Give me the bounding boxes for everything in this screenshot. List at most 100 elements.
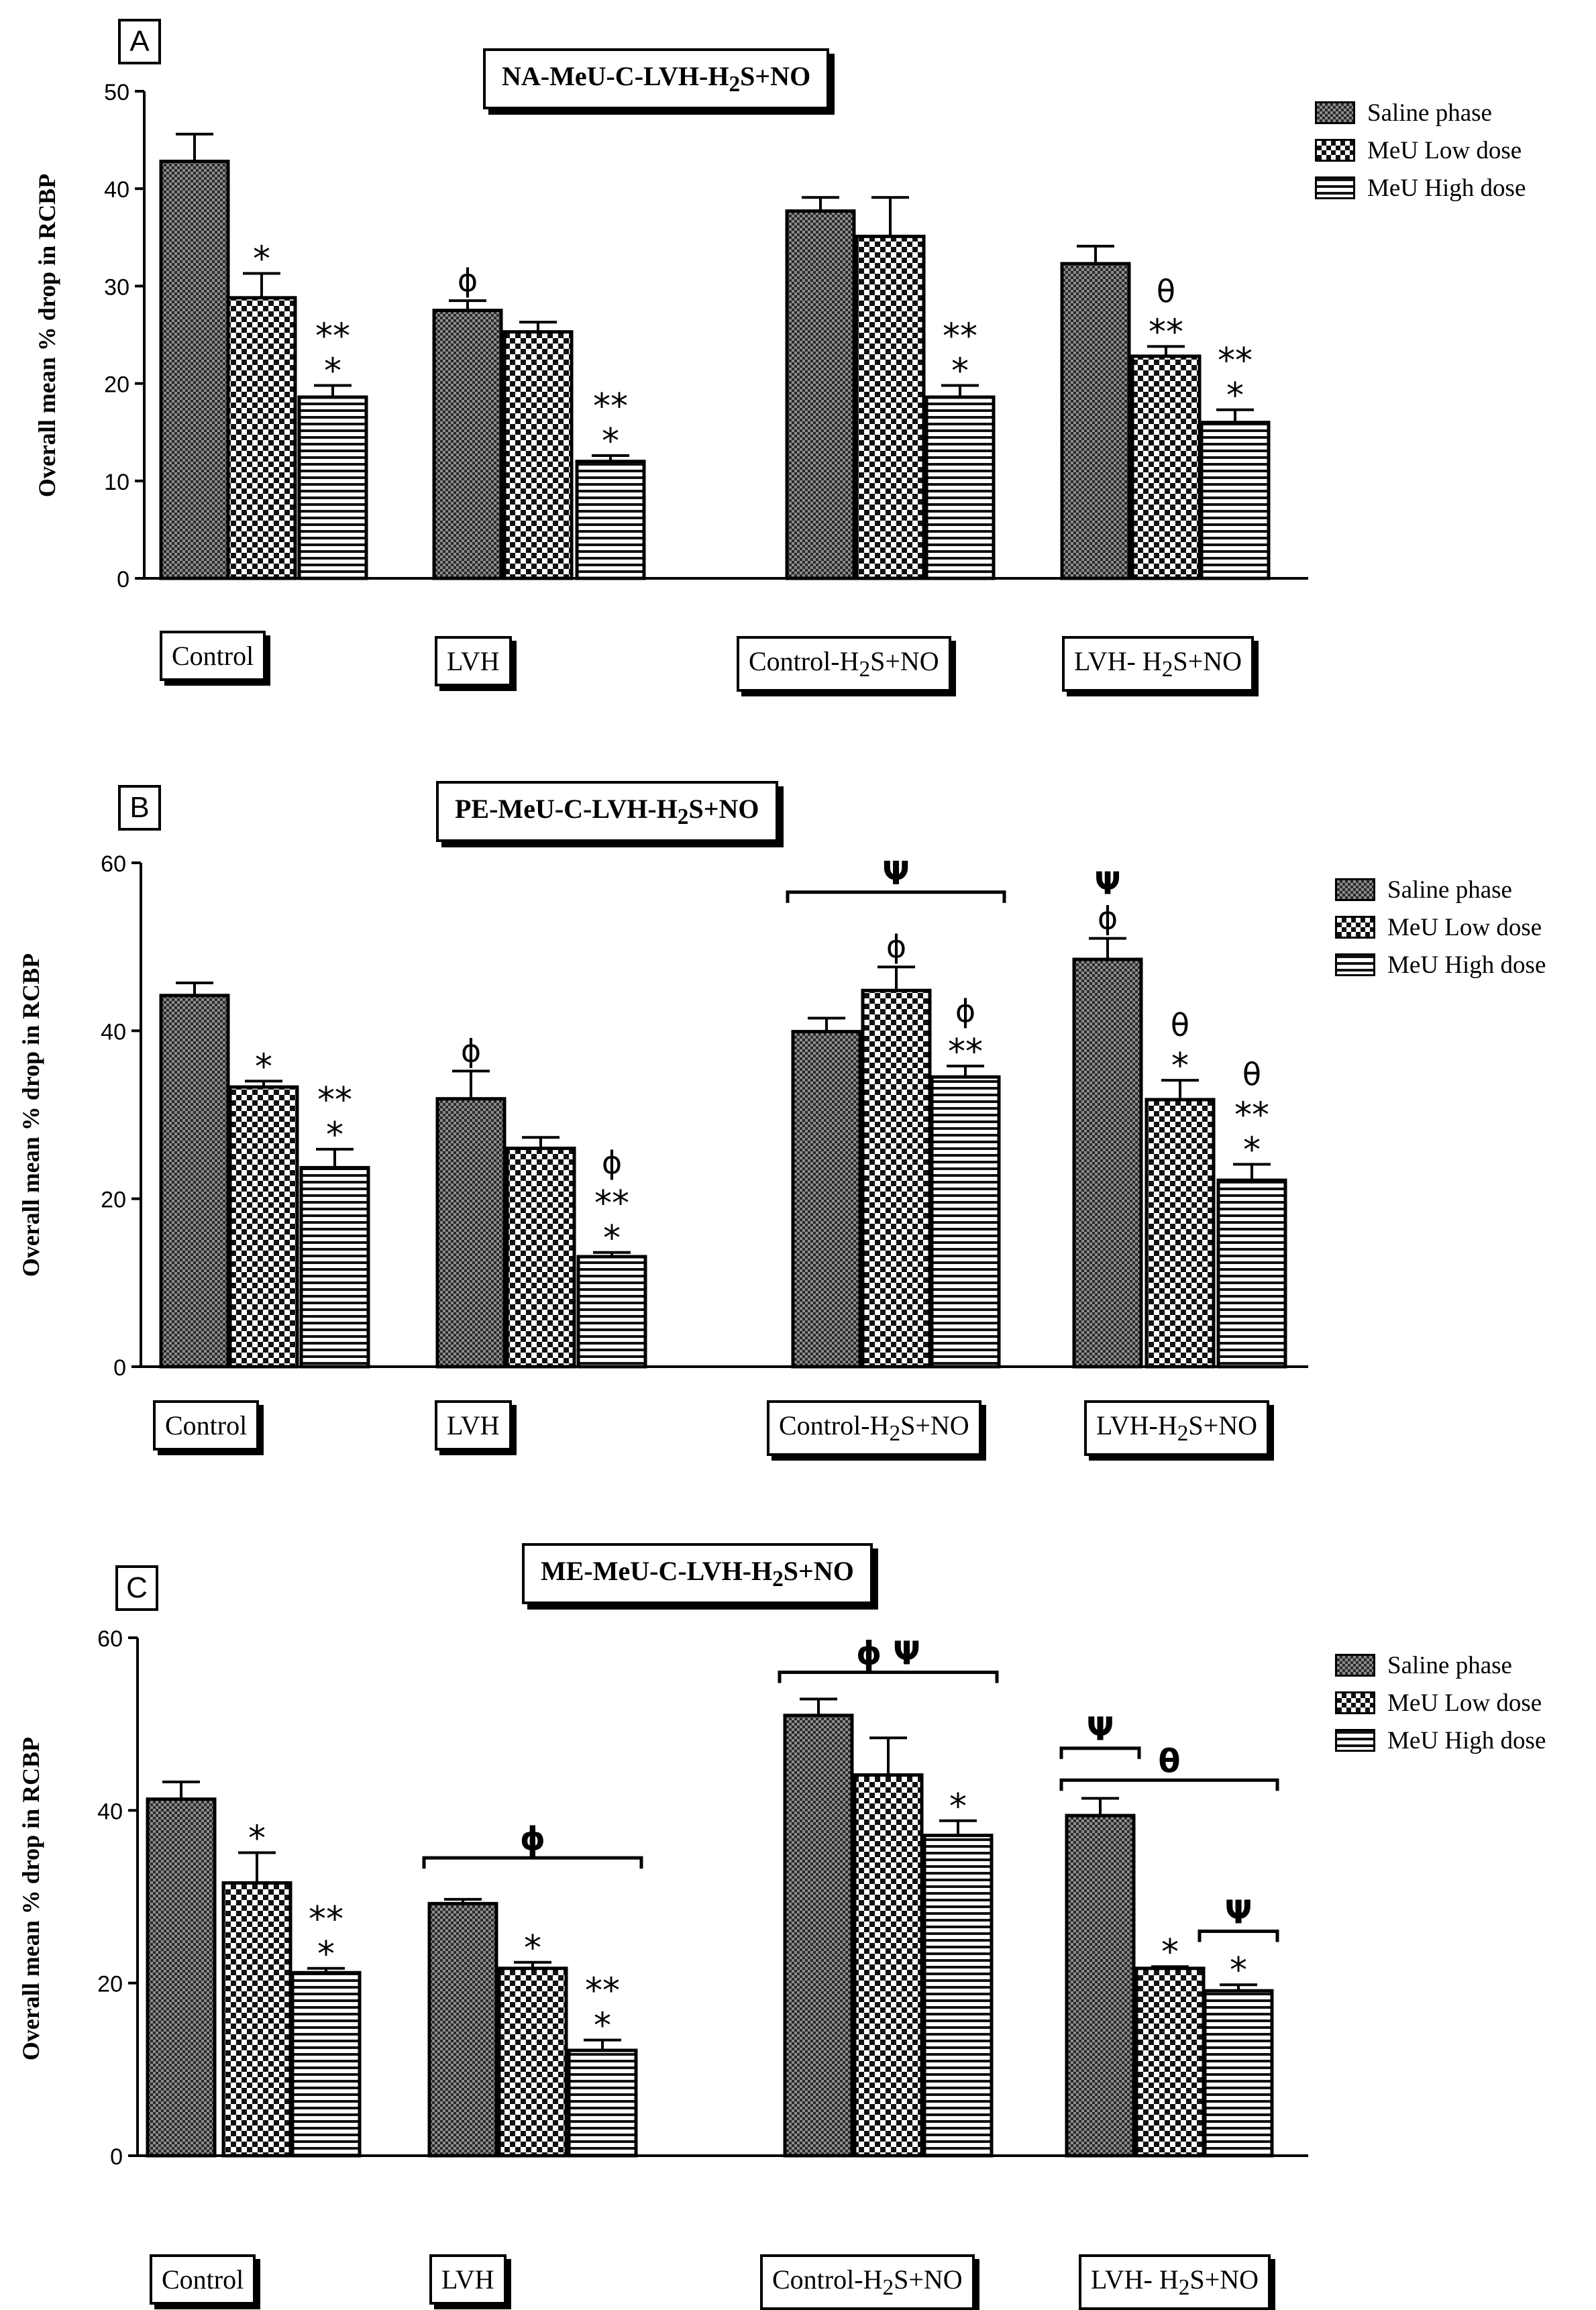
significance-marker: **	[315, 317, 350, 357]
significance-marker: *	[1230, 1950, 1247, 1991]
panel-letter: B	[118, 785, 161, 831]
significance-marker: **	[585, 1971, 620, 2011]
significance-marker: θ	[1242, 1056, 1261, 1092]
significance-marker: **	[948, 1032, 983, 1072]
bar-saline-2	[435, 1097, 507, 1369]
significance-bracket	[1059, 1778, 1279, 1791]
y-axis-label: Overall mean % drop in RCBP	[17, 953, 45, 1277]
legend-swatch	[1335, 953, 1375, 976]
y-tick-label: 40	[104, 177, 129, 203]
bar-high-dose-2	[576, 1255, 647, 1369]
category-label: Control-H2S+NO	[737, 636, 951, 692]
significance-marker: *	[602, 421, 619, 462]
bar-saline-4	[1065, 1814, 1136, 2158]
category-label: Control	[153, 1400, 260, 1451]
panel-letter: C	[115, 1565, 158, 1611]
bar-saline-4	[1072, 957, 1143, 1369]
panel-letter: A	[118, 19, 161, 64]
y-tick-label: 0	[117, 567, 129, 592]
significance-marker: *	[317, 1934, 335, 1975]
category-label: LVH	[435, 1400, 512, 1451]
legend-swatch	[1315, 176, 1355, 199]
legend-label: Saline phase	[1367, 99, 1492, 127]
legend-label: Saline phase	[1387, 1651, 1512, 1679]
bar-low-dose-2	[502, 330, 574, 580]
significance-marker: ϕ	[602, 1145, 622, 1181]
legend-item-high-dose: MeU High dose	[1335, 946, 1546, 984]
significance-bracket	[1059, 1746, 1141, 1759]
legend-item-low-dose: MeU Low dose	[1335, 908, 1546, 946]
legend-item-high-dose: MeU High dose	[1315, 169, 1526, 207]
significance-marker: *	[326, 1115, 343, 1155]
y-tick-label: 30	[104, 274, 129, 300]
significance-marker: ϕ	[955, 993, 975, 1029]
bar-low-dose-3	[861, 988, 932, 1369]
category-label: LVH	[435, 636, 512, 686]
significance-bracket	[422, 1856, 643, 1869]
category-label: LVH-H2S+NO	[1084, 1400, 1269, 1456]
bar-low-dose-3	[853, 1773, 924, 2158]
bar-saline-1	[159, 994, 230, 1369]
bracket-label: Ψ	[882, 855, 910, 892]
bar-high-dose-4	[1203, 1989, 1274, 2158]
bracket-label: ϕ Ψ	[856, 1634, 920, 1672]
bar-saline-3	[791, 1030, 862, 1369]
bar-saline-2	[427, 1901, 498, 2158]
significance-marker: θ	[1157, 273, 1175, 309]
bracket-label: ϕ	[520, 1820, 545, 1858]
legend-label: MeU High dose	[1387, 951, 1546, 979]
significance-marker: ϕ	[1098, 900, 1118, 937]
bar-high-dose-2	[567, 2048, 638, 2158]
y-tick-label: 20	[101, 1188, 126, 1213]
significance-marker: Ψ	[1094, 865, 1120, 902]
bar-high-dose-3	[930, 1075, 1001, 1369]
legend-item-saline: Saline phase	[1315, 94, 1526, 132]
significance-marker: *	[949, 1787, 967, 1827]
significance-marker: *	[1171, 1046, 1189, 1086]
significance-marker: *	[594, 2006, 611, 2046]
legend: Saline phase MeU Low dose MeU High dose	[1335, 1646, 1546, 1759]
significance-marker: θ	[1171, 1007, 1189, 1043]
significance-marker: ϕ	[458, 262, 478, 299]
bracket-label: θ	[1159, 1742, 1181, 1780]
bar-saline-1	[159, 160, 230, 580]
significance-bracket	[778, 1670, 999, 1683]
bar-saline-4	[1060, 262, 1131, 580]
y-tick-label: 10	[104, 470, 129, 495]
legend-item-saline: Saline phase	[1335, 871, 1546, 908]
chart-title: NA-MeU-C-LVH-H2S+NO	[483, 48, 830, 109]
significance-marker: *	[951, 352, 969, 392]
significance-marker: ϕ	[886, 929, 906, 965]
y-axis-label: Overall mean % drop in RCBP	[34, 173, 61, 498]
category-label: Control	[160, 631, 266, 681]
y-tick-label: 60	[97, 1626, 123, 1652]
significance-marker: *	[324, 352, 341, 392]
significance-marker: **	[317, 1080, 352, 1120]
y-tick-label: 0	[110, 2144, 123, 2170]
bar-low-dose-2	[497, 1966, 568, 2158]
bar-high-dose-3	[924, 395, 996, 580]
legend-swatch	[1335, 916, 1375, 939]
y-tick-label: 20	[97, 1972, 123, 1997]
legend-label: MeU Low dose	[1387, 913, 1542, 941]
significance-marker: *	[255, 1047, 272, 1087]
legend-item-low-dose: MeU Low dose	[1315, 132, 1526, 169]
significance-marker: **	[593, 386, 628, 427]
legend-swatch	[1315, 101, 1355, 124]
bracket-label: Ψ	[1087, 1711, 1114, 1748]
bar-high-dose-1	[299, 1165, 370, 1369]
bar-high-dose-3	[922, 1834, 994, 2158]
significance-bracket	[786, 890, 1006, 903]
category-label: LVH- H2S+NO	[1079, 2254, 1271, 2310]
legend-swatch	[1335, 1654, 1375, 1677]
legend-item-saline: Saline phase	[1335, 1646, 1546, 1684]
legend-swatch	[1315, 139, 1355, 162]
legend-label: MeU Low dose	[1367, 136, 1522, 164]
bar-high-dose-1	[297, 395, 368, 580]
legend-item-high-dose: MeU High dose	[1335, 1722, 1546, 1759]
y-axis-label: Overall mean % drop in RCBP	[17, 1736, 45, 2061]
bar-low-dose-4	[1134, 1966, 1206, 2158]
